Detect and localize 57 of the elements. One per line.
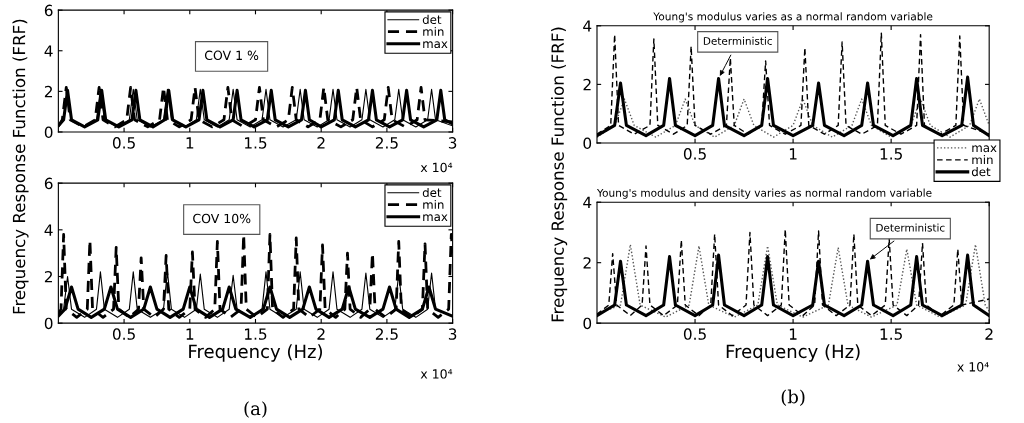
x-tick-label: 1.5 (245, 328, 267, 340)
x-tick-label: 0.5 (112, 328, 135, 340)
y-axis-title: Frequency Response Function (FRF) (551, 27, 568, 322)
text: (a) (244, 401, 267, 418)
legend-label: max (423, 41, 448, 49)
y-tick-label: 4 (44, 224, 53, 236)
x-tick-label: 1 (789, 328, 797, 340)
y-axis-title: Frequency Response Function (FRF) (12, 19, 29, 314)
text: (b) (781, 389, 805, 406)
y-tick-label: 4 (44, 45, 53, 57)
y-tick-label: 2 (44, 85, 52, 98)
legend-label: max (972, 145, 997, 153)
y-tick-label: 4 (583, 196, 592, 208)
x-tick-label: 1.5 (880, 148, 902, 160)
x-tick-label: 0.5 (683, 148, 706, 160)
x-tick-label: 3 (448, 328, 457, 340)
text: x 10⁴ (420, 162, 453, 173)
x-tick-label: 1 (789, 148, 797, 160)
y-tick-label: 2 (583, 78, 591, 91)
x-tick-label: 1.5 (245, 137, 267, 149)
x-tick-label: 1.5 (880, 328, 902, 340)
chart-title: Young's modulus varies as a normal random variable (653, 12, 933, 23)
y-tick-label: 6 (44, 177, 53, 190)
x-tick-label: 2 (317, 328, 325, 340)
legend-label: min (423, 199, 444, 209)
x-tick-label: 1 (186, 137, 194, 149)
legend-label: max (423, 214, 448, 222)
annotation: Deterministic (876, 223, 945, 232)
x-tick-label: 0.5 (683, 328, 706, 340)
chart-title: Young's modulus and density varies as normal random variable (596, 188, 932, 199)
annotation: COV 10% (193, 213, 251, 224)
y-tick-label: 6 (44, 4, 53, 17)
legend-label: min (423, 26, 444, 36)
legend-label: det (971, 167, 991, 177)
x-tick-label: 3 (448, 137, 457, 149)
y-tick-label: 0 (583, 137, 592, 149)
x-tick-label: 2 (317, 137, 325, 149)
y-tick-label: 4 (583, 20, 592, 32)
y-tick-label: 0 (583, 317, 592, 330)
x-tick-label: 0.5 (112, 137, 135, 149)
text: x 10⁴ (420, 369, 453, 379)
legend-label: min (972, 155, 993, 164)
x-tick-label: 2.5 (375, 137, 398, 149)
legend-label: det (422, 14, 442, 25)
legend-label: det (422, 187, 442, 198)
y-tick-label: 0 (44, 126, 53, 138)
y-tick-label: 2 (44, 270, 52, 283)
x-axis-title: Frequency (Hz) (726, 344, 860, 362)
x-tick-label: 2 (985, 328, 993, 340)
annotation: COV 1 % (204, 50, 259, 61)
x-axis-title: Frequency (Hz) (189, 344, 323, 362)
annotation: Deterministic (703, 36, 772, 45)
x-tick-label: 2.5 (375, 328, 398, 340)
y-tick-label: 0 (44, 317, 53, 330)
x-tick-label: 1 (186, 328, 194, 340)
text: x 10⁴ (957, 362, 989, 372)
y-tick-label: 2 (583, 257, 591, 269)
